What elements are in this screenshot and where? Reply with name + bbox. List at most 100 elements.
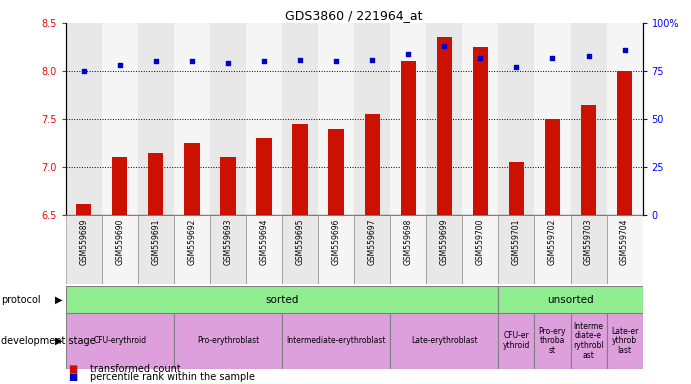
Bar	[282, 215, 318, 284]
Bar	[246, 23, 282, 215]
Text: GSM559695: GSM559695	[296, 218, 305, 265]
Bar	[102, 215, 138, 284]
Text: GSM559702: GSM559702	[548, 218, 557, 265]
Point	[367, 56, 378, 63]
Bar	[256, 138, 272, 215]
Bar	[174, 215, 210, 284]
Bar	[473, 47, 488, 215]
Bar	[571, 313, 607, 369]
Bar	[354, 215, 390, 284]
Bar	[607, 23, 643, 215]
Text: GSM559704: GSM559704	[620, 218, 629, 265]
Text: GSM559701: GSM559701	[512, 218, 521, 265]
Text: ■: ■	[69, 372, 82, 382]
Bar	[509, 162, 524, 215]
Point	[330, 58, 341, 65]
Bar	[498, 313, 534, 369]
Point	[547, 55, 558, 61]
Text: GSM559690: GSM559690	[115, 218, 124, 265]
Bar	[138, 23, 174, 215]
Point	[78, 68, 89, 74]
Point	[223, 60, 234, 66]
Bar	[390, 23, 426, 215]
Bar	[617, 71, 632, 215]
Bar	[545, 119, 560, 215]
Bar	[112, 157, 127, 215]
Text: CFU-er
ythroid: CFU-er ythroid	[503, 331, 530, 350]
Bar	[174, 313, 282, 369]
Bar	[365, 114, 380, 215]
Bar	[390, 215, 426, 284]
Text: protocol: protocol	[1, 295, 40, 305]
Text: Late-erythroblast: Late-erythroblast	[411, 336, 477, 345]
Bar	[148, 152, 164, 215]
Bar	[498, 215, 534, 284]
Bar	[581, 104, 596, 215]
Text: GSM559694: GSM559694	[260, 218, 269, 265]
Bar	[534, 23, 571, 215]
Bar	[246, 215, 282, 284]
Text: GSM559691: GSM559691	[151, 218, 160, 265]
Bar	[292, 124, 307, 215]
Text: Intermediate-erythroblast: Intermediate-erythroblast	[286, 336, 386, 345]
Bar	[66, 23, 102, 215]
Text: GSM559689: GSM559689	[79, 218, 88, 265]
Point	[187, 58, 198, 65]
Bar	[462, 23, 498, 215]
Text: GSM559693: GSM559693	[223, 218, 232, 265]
Bar	[607, 215, 643, 284]
Bar	[354, 23, 390, 215]
Text: Pro-erythroblast: Pro-erythroblast	[197, 336, 259, 345]
Point	[439, 43, 450, 49]
Bar	[66, 286, 498, 313]
Bar	[174, 23, 210, 215]
Point	[619, 47, 630, 53]
Text: development stage: development stage	[1, 336, 95, 346]
Bar	[426, 23, 462, 215]
Bar	[220, 157, 236, 215]
Bar	[138, 215, 174, 284]
Bar	[184, 143, 200, 215]
Point	[403, 51, 414, 57]
Bar	[534, 215, 571, 284]
Bar	[426, 215, 462, 284]
Bar	[282, 313, 390, 369]
Bar	[328, 129, 343, 215]
Bar	[571, 215, 607, 284]
Bar	[498, 286, 643, 313]
Text: GSM559692: GSM559692	[187, 218, 196, 265]
Point	[583, 53, 594, 59]
Bar	[76, 204, 91, 215]
Text: GSM559700: GSM559700	[476, 218, 485, 265]
Text: GSM559696: GSM559696	[332, 218, 341, 265]
Bar	[401, 61, 416, 215]
Text: GSM559703: GSM559703	[584, 218, 593, 265]
Text: GSM559697: GSM559697	[368, 218, 377, 265]
Text: CFU-erythroid: CFU-erythroid	[93, 336, 146, 345]
Point	[150, 58, 161, 65]
Bar	[210, 215, 246, 284]
Text: percentile rank within the sample: percentile rank within the sample	[90, 372, 255, 382]
Text: GSM559698: GSM559698	[404, 218, 413, 265]
Text: GSM559699: GSM559699	[439, 218, 448, 265]
Text: Pro-ery
throba
st: Pro-ery throba st	[539, 327, 566, 355]
Bar	[318, 215, 354, 284]
Bar	[66, 313, 174, 369]
Text: transformed count: transformed count	[90, 364, 180, 374]
Point	[475, 55, 486, 61]
Bar	[390, 313, 498, 369]
Bar	[66, 215, 102, 284]
Text: sorted: sorted	[265, 295, 299, 305]
Text: Late-er
ythrob
last: Late-er ythrob last	[611, 327, 638, 355]
Bar	[571, 23, 607, 215]
Text: unsorted: unsorted	[547, 295, 594, 305]
Bar	[102, 23, 138, 215]
Point	[114, 62, 125, 68]
Bar	[607, 313, 643, 369]
Bar	[534, 313, 571, 369]
Point	[258, 58, 269, 65]
Point	[511, 64, 522, 70]
Bar	[318, 23, 354, 215]
Bar	[462, 215, 498, 284]
Text: ▶: ▶	[55, 336, 63, 346]
